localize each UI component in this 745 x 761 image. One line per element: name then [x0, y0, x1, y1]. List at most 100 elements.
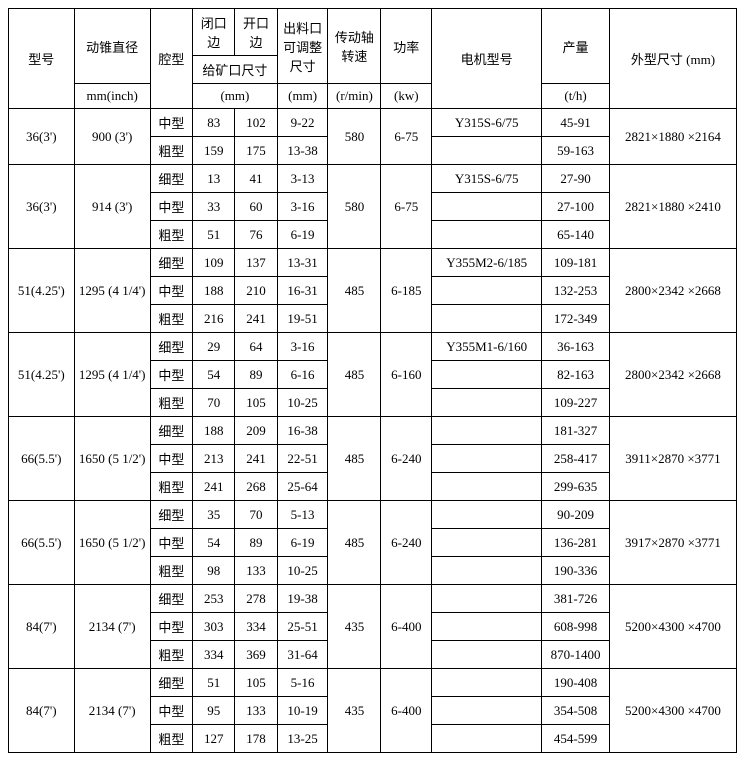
cell-cavity: 粗型 [150, 389, 192, 417]
cell-diameter: 2134 (7') [74, 585, 150, 669]
cell-speed: 435 [328, 585, 381, 669]
cell-motor [432, 669, 542, 697]
cell-capacity: 82-163 [542, 361, 610, 389]
cell-motor [432, 417, 542, 445]
cell-closed: 216 [193, 305, 235, 333]
cell-power: 6-400 [381, 585, 432, 669]
cell-dims: 3917×2870 ×3771 [609, 501, 736, 585]
cell-open: 178 [235, 725, 277, 753]
table-body: 36(3')900 (3')中型831029-225806-75Y315S-6/… [9, 109, 737, 753]
cell-capacity: 90-209 [542, 501, 610, 529]
cell-open: 369 [235, 641, 277, 669]
cell-cavity: 粗型 [150, 557, 192, 585]
cell-cavity: 粗型 [150, 305, 192, 333]
cell-power: 6-185 [381, 249, 432, 333]
cell-capacity: 299-635 [542, 473, 610, 501]
col-dims: 外型尺寸 (mm) [609, 9, 736, 109]
cell-discharge: 6-19 [277, 221, 328, 249]
cell-open: 89 [235, 361, 277, 389]
cell-power: 6-75 [381, 165, 432, 249]
cell-capacity: 870-1400 [542, 641, 610, 669]
cell-motor [432, 529, 542, 557]
cell-cavity: 细型 [150, 501, 192, 529]
cell-open: 89 [235, 529, 277, 557]
cell-dims: 5200×4300 ×4700 [609, 585, 736, 669]
cell-model: 51(4.25') [9, 333, 75, 417]
cell-cavity: 中型 [150, 613, 192, 641]
cell-capacity: 136-281 [542, 529, 610, 557]
col-open: 开口边 [235, 9, 277, 56]
cell-open: 76 [235, 221, 277, 249]
cell-motor [432, 277, 542, 305]
cell-speed: 485 [328, 501, 381, 585]
col-cone-dia-unit: mm(inch) [74, 84, 150, 109]
col-speed-unit: (r/min) [328, 84, 381, 109]
cell-power: 6-160 [381, 333, 432, 417]
cell-capacity: 190-336 [542, 557, 610, 585]
cell-discharge: 6-19 [277, 529, 328, 557]
table-row: 36(3')900 (3')中型831029-225806-75Y315S-6/… [9, 109, 737, 137]
cell-capacity: 132-253 [542, 277, 610, 305]
cell-motor: Y315S-6/75 [432, 165, 542, 193]
cell-cavity: 细型 [150, 249, 192, 277]
cell-cavity: 细型 [150, 585, 192, 613]
cell-cavity: 中型 [150, 193, 192, 221]
cell-closed: 303 [193, 613, 235, 641]
cell-open: 70 [235, 501, 277, 529]
col-feed-unit: (mm) [193, 84, 278, 109]
cell-motor [432, 361, 542, 389]
cell-open: 60 [235, 193, 277, 221]
cell-discharge: 13-25 [277, 725, 328, 753]
col-cone-dia: 动锥直径 [74, 9, 150, 84]
cell-closed: 35 [193, 501, 235, 529]
cell-open: 278 [235, 585, 277, 613]
cell-cavity: 中型 [150, 529, 192, 557]
cell-capacity: 354-508 [542, 697, 610, 725]
cell-closed: 54 [193, 361, 235, 389]
cell-capacity: 258-417 [542, 445, 610, 473]
cell-cavity: 细型 [150, 417, 192, 445]
cell-dims: 5200×4300 ×4700 [609, 669, 736, 753]
cell-open: 175 [235, 137, 277, 165]
cell-closed: 188 [193, 277, 235, 305]
cell-motor [432, 501, 542, 529]
cell-capacity: 454-599 [542, 725, 610, 753]
col-power: 功率 [381, 9, 432, 84]
cell-open: 133 [235, 557, 277, 585]
cell-model: 36(3') [9, 109, 75, 165]
cell-discharge: 10-25 [277, 557, 328, 585]
cell-motor [432, 613, 542, 641]
cell-motor [432, 221, 542, 249]
cell-speed: 435 [328, 669, 381, 753]
cell-open: 105 [235, 669, 277, 697]
col-discharge-unit: (mm) [277, 84, 328, 109]
cell-closed: 213 [193, 445, 235, 473]
cell-speed: 580 [328, 165, 381, 249]
cell-closed: 70 [193, 389, 235, 417]
cell-closed: 241 [193, 473, 235, 501]
col-power-unit: (kw) [381, 84, 432, 109]
cell-closed: 51 [193, 221, 235, 249]
cell-cavity: 细型 [150, 333, 192, 361]
cell-motor [432, 725, 542, 753]
cell-capacity: 381-726 [542, 585, 610, 613]
col-closed: 闭口边 [193, 9, 235, 56]
col-capacity-unit: (t/h) [542, 84, 610, 109]
cell-discharge: 5-13 [277, 501, 328, 529]
cell-speed: 485 [328, 417, 381, 501]
cell-closed: 33 [193, 193, 235, 221]
cell-discharge: 3-16 [277, 193, 328, 221]
cell-discharge: 3-13 [277, 165, 328, 193]
cell-discharge: 25-51 [277, 613, 328, 641]
cell-capacity: 27-90 [542, 165, 610, 193]
col-speed: 传动轴转速 [328, 9, 381, 84]
cell-cavity: 中型 [150, 697, 192, 725]
cell-diameter: 914 (3') [74, 165, 150, 249]
cell-open: 41 [235, 165, 277, 193]
cell-closed: 83 [193, 109, 235, 137]
cell-motor [432, 193, 542, 221]
col-discharge: 出料口可调整尺寸 [277, 9, 328, 84]
cell-dims: 2821×1880 ×2410 [609, 165, 736, 249]
cell-closed: 127 [193, 725, 235, 753]
cell-capacity: 172-349 [542, 305, 610, 333]
